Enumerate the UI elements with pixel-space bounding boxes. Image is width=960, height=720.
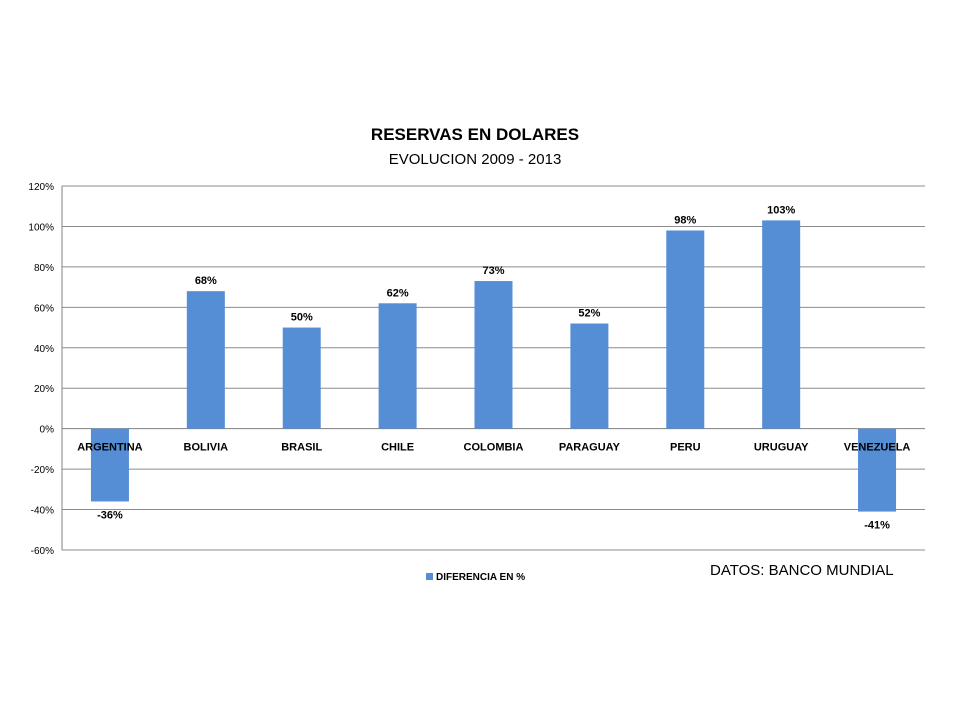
- bar-series: [90, 220, 897, 512]
- bar: [858, 428, 897, 512]
- source-annotation: DATOS: BANCO MUNDIAL: [710, 562, 894, 579]
- data-label: 50%: [291, 312, 313, 324]
- bar: [474, 281, 513, 429]
- bar: [90, 428, 129, 502]
- data-label: 52%: [578, 308, 600, 320]
- category-label: VENEZUELA: [844, 442, 911, 454]
- data-label: 62%: [387, 287, 409, 299]
- bar: [666, 230, 705, 429]
- bar: [378, 303, 417, 429]
- legend: DIFERENCIA EN %: [426, 572, 525, 583]
- y-tick-label: -40%: [31, 506, 54, 517]
- data-label: 98%: [674, 214, 696, 226]
- bar: [282, 327, 321, 429]
- category-label: ARGENTINA: [77, 442, 142, 454]
- data-label: -41%: [864, 520, 890, 532]
- chart-subtitle: EVOLUCION 2009 - 2013: [389, 151, 562, 168]
- y-tick-label: -60%: [31, 546, 54, 557]
- category-label: PERU: [670, 442, 701, 454]
- category-label: PARAGUAY: [559, 442, 621, 454]
- y-axis-ticks: 120% 100% 80% 60% 40% 20% 0% -20% -40% -60%: [28, 182, 54, 557]
- category-label: BRASIL: [281, 442, 322, 454]
- y-tick-label: -20%: [31, 465, 54, 476]
- legend-label: DIFERENCIA EN %: [436, 572, 525, 583]
- category-label: COLOMBIA: [464, 442, 524, 454]
- y-tick-label: 20%: [34, 384, 54, 395]
- category-label: CHILE: [381, 442, 414, 454]
- data-label: 68%: [195, 275, 217, 287]
- y-tick-label: 0%: [40, 425, 55, 436]
- y-tick-label: 80%: [34, 263, 54, 274]
- y-tick-label: 60%: [34, 303, 54, 314]
- bar: [570, 323, 609, 429]
- data-label: 73%: [482, 265, 504, 277]
- bar: [762, 220, 801, 429]
- category-labels: ARGENTINA BOLIVIA BRASIL CHILE COLOMBIA PARAG…: [77, 442, 910, 454]
- data-labels: -36% 68% 50% 62% 73% 52% 98% 103% -41%: [97, 204, 890, 531]
- y-tick-label: 120%: [28, 182, 54, 193]
- bar: [186, 291, 225, 429]
- legend-swatch: [426, 573, 433, 580]
- y-tick-label: 100%: [28, 222, 54, 233]
- data-label: 103%: [767, 204, 795, 216]
- category-label: BOLIVIA: [184, 442, 229, 454]
- category-label: URUGUAY: [754, 442, 809, 454]
- chart-title: RESERVAS EN DOLARES: [371, 125, 579, 144]
- y-tick-label: 40%: [34, 344, 54, 355]
- data-label: -36%: [97, 509, 123, 521]
